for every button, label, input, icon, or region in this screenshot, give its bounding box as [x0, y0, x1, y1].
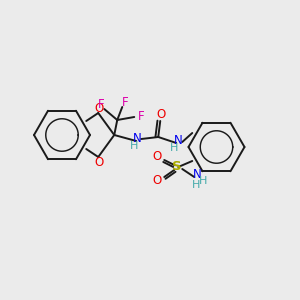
- Text: S: S: [172, 160, 182, 173]
- Text: H: H: [130, 141, 138, 151]
- Text: O: O: [157, 107, 166, 121]
- Text: F: F: [138, 110, 145, 122]
- Text: O: O: [153, 173, 162, 187]
- Text: O: O: [94, 101, 104, 115]
- Text: O: O: [153, 151, 162, 164]
- Text: N: N: [193, 169, 202, 182]
- Text: O: O: [94, 155, 104, 169]
- Text: H: H: [192, 180, 200, 190]
- Text: N: N: [133, 131, 142, 145]
- Text: F: F: [98, 98, 105, 110]
- Text: N: N: [174, 134, 183, 146]
- Text: H: H: [170, 143, 178, 153]
- Text: H: H: [199, 176, 207, 186]
- Text: F: F: [122, 95, 129, 109]
